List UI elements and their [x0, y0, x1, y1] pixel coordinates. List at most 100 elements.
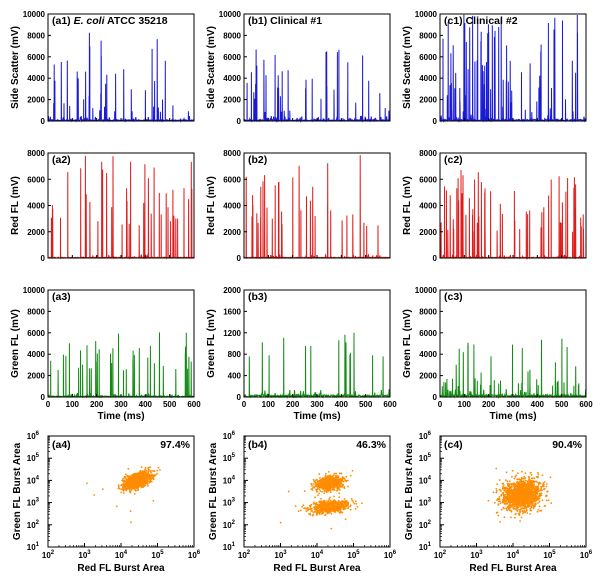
panel-label-prefix: (a2) [52, 154, 71, 166]
scatter-point [320, 498, 322, 500]
scatter-point [322, 479, 325, 481]
scatter-point [496, 499, 498, 501]
trace-line [47, 32, 195, 123]
y-tick-label: 102 [419, 520, 432, 530]
y-axis-title: Red FL (mV) [10, 176, 21, 235]
scatter-point [537, 489, 540, 491]
scatter-point [334, 479, 336, 482]
scatter-point [521, 504, 524, 507]
scatter-point [530, 471, 532, 474]
trace-line [47, 332, 194, 399]
scatter-point [124, 482, 126, 485]
scatter-point [279, 521, 282, 524]
scatter-point [143, 469, 146, 472]
x-tick-label: 0 [46, 400, 51, 409]
scatter-point [324, 479, 326, 481]
x-tick-label: 100 [66, 400, 80, 409]
scatter-point [355, 503, 358, 505]
y-tick-label: 0 [41, 117, 46, 126]
x-tick-label: 102 [238, 550, 251, 560]
scatter-point [500, 508, 503, 511]
scatter-point [354, 500, 357, 503]
panel-label: (a2) [52, 154, 71, 166]
scatter-point [335, 474, 337, 477]
tick-exponent: 6 [197, 550, 201, 556]
scatter-point [520, 516, 523, 519]
y-tick-label: 0 [237, 254, 242, 263]
scatter-point [496, 483, 499, 486]
scatter-point [337, 476, 339, 478]
y-tick-label: 0 [237, 393, 242, 402]
scatter-point [142, 476, 145, 479]
y-tick-label: 103 [27, 498, 40, 508]
scatter-point [547, 499, 550, 502]
x-tick-label: 200 [90, 400, 104, 409]
scatter-point [140, 475, 142, 478]
scatter-point [535, 490, 538, 493]
scatter-point [493, 502, 496, 504]
y-tick-label: 10000 [415, 286, 438, 295]
y-tick-label: 6000 [419, 329, 437, 338]
tick-exponent: 2 [428, 520, 432, 526]
scatter-point [333, 495, 335, 498]
tick-exponent: 6 [393, 550, 397, 556]
scatter-point [311, 487, 314, 489]
x-tick-label: 0 [242, 400, 247, 409]
scatter-point [306, 509, 309, 512]
tick-exponent: 5 [356, 550, 360, 556]
x-tick-label: 106 [580, 550, 593, 560]
tick-base: 10 [115, 551, 124, 560]
scatter-point [502, 497, 505, 500]
scatter-point [321, 506, 323, 508]
scatter-point [336, 484, 338, 487]
y-tick-label: 106 [223, 431, 236, 441]
scatter-point [504, 493, 507, 496]
scatter-point [505, 479, 507, 481]
x-tick-label: 400 [335, 400, 349, 409]
scatter-point [499, 488, 501, 491]
y-tick-label: 0 [433, 254, 438, 263]
tick-exponent: 4 [428, 475, 432, 481]
scatter-point [513, 506, 515, 508]
scatter-point [539, 510, 541, 512]
trace-line [243, 49, 390, 123]
y-tick-label: 104 [27, 475, 40, 485]
scatter-point [146, 483, 149, 485]
scatter-point [519, 497, 521, 499]
x-tick-label: 300 [310, 400, 324, 409]
tick-exponent: 4 [516, 550, 520, 556]
scatter-point [129, 491, 132, 494]
scatter-point [530, 473, 533, 476]
scatter-point [154, 474, 157, 476]
scatter-point [519, 511, 521, 514]
scatter-point [134, 477, 137, 479]
tick-exponent: 1 [428, 542, 432, 548]
scatter-point [537, 495, 540, 497]
scatter-point [537, 472, 539, 474]
scatter-point [321, 509, 324, 512]
scatter-point [504, 490, 507, 492]
scatter-point [356, 505, 359, 508]
scatter-point [508, 500, 511, 503]
scatter-point [539, 495, 541, 498]
scatter-point [503, 500, 505, 502]
scatter-point [317, 494, 319, 496]
panel-label: (a3) [52, 291, 71, 303]
scatter-point [318, 484, 321, 487]
y-tick-label: 4000 [419, 350, 437, 359]
scatter-point [495, 467, 498, 470]
scatter-point [502, 482, 505, 485]
scatter-point [144, 474, 147, 476]
tick-base: 10 [27, 454, 36, 463]
panel-label: (c2) [444, 154, 463, 166]
scatter-point [334, 485, 337, 487]
scatter-point [146, 476, 149, 478]
scatter-point [532, 506, 535, 508]
tick-base: 10 [223, 432, 232, 441]
scatter-point [532, 488, 534, 490]
scatter-point [505, 503, 507, 505]
scatter-point [538, 500, 541, 503]
scatter-point [153, 475, 156, 478]
scatter-point [327, 507, 329, 510]
